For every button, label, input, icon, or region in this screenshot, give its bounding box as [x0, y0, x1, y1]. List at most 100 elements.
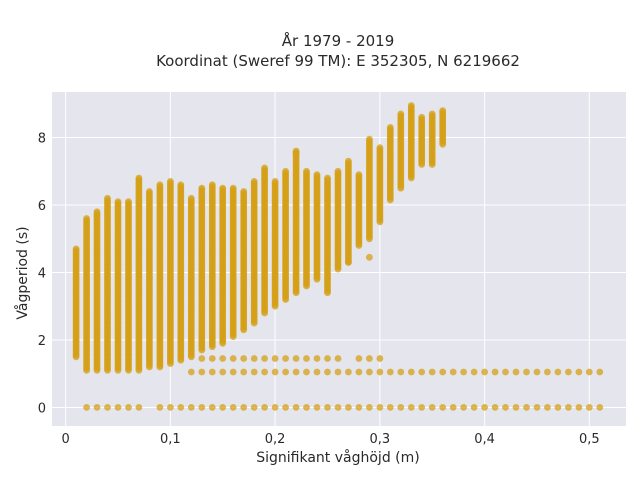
- x-tick-label: 0,5: [579, 432, 600, 447]
- data-point: [345, 157, 352, 165]
- data-point: [418, 113, 426, 121]
- data-point: [72, 245, 80, 253]
- data-point: [355, 171, 363, 179]
- data-point: [397, 404, 405, 411]
- data-point: [219, 368, 227, 376]
- data-point: [229, 368, 237, 376]
- data-point: [177, 181, 185, 189]
- data-point: [146, 188, 153, 195]
- data-point: [345, 368, 352, 376]
- data-point: [271, 355, 279, 362]
- data-point: [104, 404, 111, 411]
- data-point: [334, 355, 342, 362]
- data-point: [229, 184, 237, 192]
- data-point: [324, 355, 331, 362]
- data-point: [83, 404, 90, 411]
- data-point: [282, 404, 289, 411]
- data-point: [596, 368, 604, 376]
- data-point: [240, 188, 248, 195]
- data-point: [324, 404, 331, 411]
- data-point: [407, 368, 415, 376]
- x-tick-label: 0,2: [265, 432, 286, 447]
- data-point: [324, 174, 331, 182]
- data-point: [334, 167, 342, 175]
- data-point: [470, 404, 478, 411]
- data-point: [397, 110, 405, 118]
- data-point: [240, 368, 248, 376]
- x-axis-title: Signifikant våghöjd (m): [256, 449, 419, 466]
- data-point: [187, 368, 195, 376]
- data-point: [261, 164, 268, 172]
- outlier-point: [292, 149, 300, 157]
- data-point: [575, 368, 583, 376]
- data-point: [439, 404, 447, 411]
- data-point: [376, 404, 384, 411]
- data-point: [219, 404, 227, 411]
- data-point: [313, 404, 321, 411]
- data-point: [93, 208, 101, 216]
- data-point: [271, 404, 279, 411]
- data-point: [491, 368, 499, 376]
- data-point: [407, 404, 415, 411]
- data-point: [167, 178, 174, 185]
- data-point: [460, 368, 467, 376]
- data-point: [250, 355, 258, 362]
- data-point: [418, 404, 426, 411]
- data-point: [303, 404, 310, 411]
- data-point: [208, 355, 216, 362]
- data-point: [271, 178, 279, 185]
- y-tick-label: 0: [38, 401, 46, 416]
- x-tick-label: 0,1: [160, 432, 181, 447]
- data-point: [282, 167, 289, 175]
- data-point: [303, 355, 310, 362]
- data-point: [135, 404, 143, 411]
- data-point: [386, 404, 394, 411]
- data-point: [313, 355, 321, 362]
- data-point: [240, 404, 248, 411]
- data-point: [596, 404, 604, 411]
- data-point: [292, 355, 300, 362]
- data-point: [366, 368, 373, 376]
- data-point: [198, 404, 206, 411]
- data-point: [355, 404, 363, 411]
- data-point: [449, 368, 457, 376]
- y-tick-label: 2: [38, 334, 46, 349]
- data-point: [366, 355, 373, 362]
- data-point: [187, 194, 195, 202]
- x-tick-label: 0,4: [474, 432, 495, 447]
- outlier-point: [386, 196, 394, 204]
- data-point: [386, 124, 394, 131]
- data-point: [135, 174, 143, 182]
- data-point: [554, 368, 562, 376]
- outlier-point: [366, 253, 373, 261]
- data-point: [397, 368, 405, 376]
- data-point: [334, 368, 342, 376]
- data-point: [303, 167, 310, 175]
- data-point: [565, 368, 572, 376]
- data-point: [376, 368, 384, 376]
- data-point: [585, 404, 593, 411]
- data-point: [261, 355, 268, 362]
- data-point: [156, 404, 164, 411]
- data-point: [345, 404, 352, 411]
- outlier-point: [345, 259, 352, 266]
- data-point: [376, 144, 384, 152]
- tick-labels: 0 0,1 0,2 0,3 0,4 0,5 0 2 4 6 8: [38, 132, 600, 447]
- data-point: [250, 178, 258, 185]
- data-point: [418, 368, 426, 376]
- data-point: [428, 404, 436, 411]
- y-tick-label: 6: [38, 199, 46, 214]
- data-point: [292, 404, 300, 411]
- data-point: [240, 355, 248, 362]
- data-point: [460, 404, 467, 411]
- data-point: [219, 184, 227, 192]
- data-point: [208, 404, 216, 411]
- data-point: [313, 368, 321, 376]
- outlier-point: [407, 102, 415, 109]
- data-point: [470, 368, 478, 376]
- data-point: [250, 404, 258, 411]
- data-point: [491, 404, 499, 411]
- data-point: [512, 404, 520, 411]
- data-point: [229, 355, 237, 362]
